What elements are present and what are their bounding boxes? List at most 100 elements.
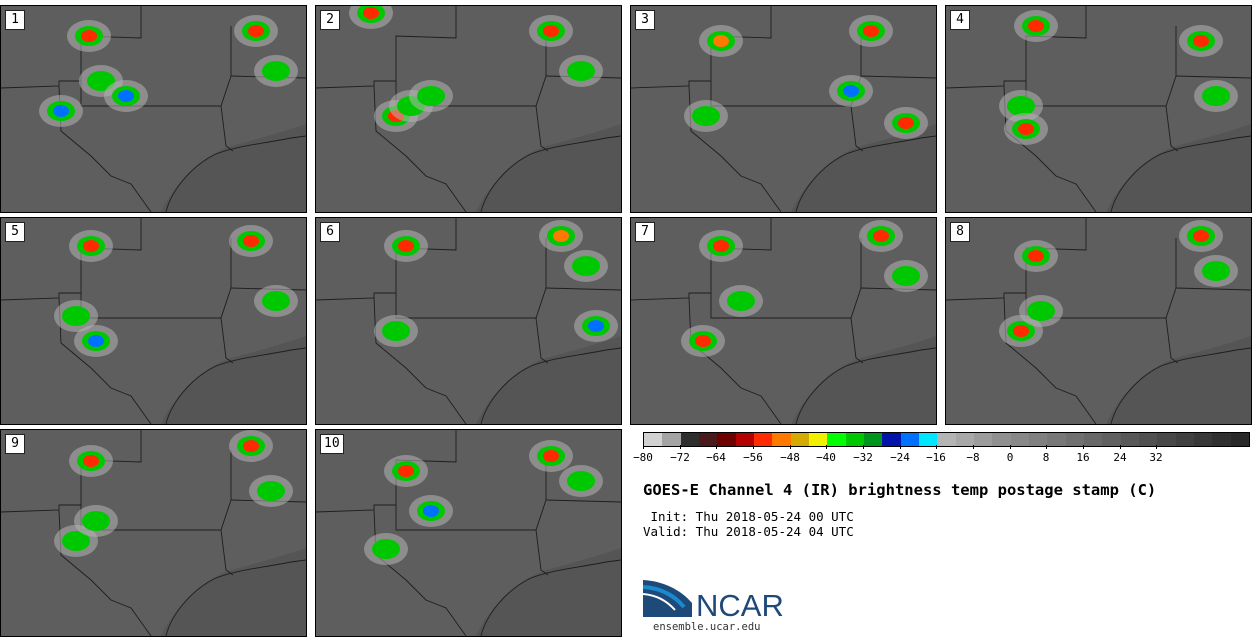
cloud-core xyxy=(1013,100,1029,112)
colorbar-swatch xyxy=(644,433,663,446)
panel-number: 7 xyxy=(635,222,655,242)
map-boundary xyxy=(850,317,864,364)
cloud-core xyxy=(243,235,259,247)
colorbar-tick-label: −56 xyxy=(743,451,763,464)
colorbar-swatch xyxy=(662,433,681,446)
cloud-core xyxy=(53,105,69,117)
cloud-core xyxy=(83,240,99,252)
gulf-of-mexico xyxy=(161,124,306,212)
gulf-of-mexico xyxy=(791,336,936,424)
panel-number: 8 xyxy=(950,222,970,242)
map-boundary xyxy=(373,85,467,212)
colorbar-swatch xyxy=(900,433,919,446)
valid-time: Valid: Thu 2018-05-24 04 UTC xyxy=(643,524,854,539)
colorbar-tick-mark xyxy=(826,445,827,449)
colorbar-tick-label: 24 xyxy=(1113,451,1127,464)
colorbar-tick-mark xyxy=(643,445,644,449)
postage-stamp-panel: 10 xyxy=(315,429,622,637)
cloud-core xyxy=(1013,325,1029,337)
colorbar xyxy=(643,432,1250,447)
cloud-core xyxy=(898,270,914,282)
satellite-map xyxy=(316,6,621,212)
colorbar-tick-label: −48 xyxy=(780,451,800,464)
cloud-core xyxy=(543,25,559,37)
cloud-core xyxy=(1018,123,1034,135)
logo-url: ensemble.ucar.edu xyxy=(653,621,761,633)
cloud-core xyxy=(268,295,284,307)
cloud-core xyxy=(1208,265,1224,277)
colorbar-swatch xyxy=(790,433,809,446)
cloud-core xyxy=(388,325,404,337)
panel-number: 2 xyxy=(320,10,340,30)
postage-stamp-panel: 9 xyxy=(0,429,307,637)
colorbar-tick-label: 32 xyxy=(1149,451,1163,464)
colorbar-swatch xyxy=(1230,433,1249,446)
map-boundary xyxy=(165,559,306,636)
map-boundary xyxy=(1175,75,1251,79)
map-boundary xyxy=(220,317,234,364)
satellite-map xyxy=(1,6,306,212)
map-boundary xyxy=(535,105,549,152)
ncar-logo: NCAR xyxy=(642,580,784,621)
colorbar-tick-mark xyxy=(1156,445,1157,449)
map-boundary xyxy=(545,499,621,503)
colorbar-tick-mark xyxy=(790,445,791,449)
gulf-of-mexico xyxy=(161,336,306,424)
panel-number: 4 xyxy=(950,10,970,30)
map-boundary xyxy=(545,287,621,291)
map-boundary xyxy=(1165,317,1179,364)
colorbar-swatch xyxy=(992,433,1011,446)
cloud-core xyxy=(543,450,559,462)
panel-number: 9 xyxy=(5,434,25,454)
cloud-core xyxy=(118,90,134,102)
satellite-map xyxy=(946,218,1251,424)
postage-stamp-panel: 5 xyxy=(0,217,307,425)
colorbar-tick-label: −32 xyxy=(853,451,873,464)
cloud-core xyxy=(698,110,714,122)
colorbar-swatch xyxy=(827,433,846,446)
cloud-core xyxy=(1208,90,1224,102)
cloud-core xyxy=(713,35,729,47)
colorbar-swatch xyxy=(1102,433,1121,446)
map-boundary xyxy=(795,347,936,424)
colorbar-swatch xyxy=(717,433,736,446)
cloud-core xyxy=(268,65,284,77)
colorbar-tick-mark xyxy=(1010,445,1011,449)
colorbar-swatch xyxy=(845,433,864,446)
plot-title: GOES-E Channel 4 (IR) brightness temp po… xyxy=(643,481,1157,499)
gulf-of-mexico xyxy=(791,124,936,212)
colorbar-swatch xyxy=(1028,433,1048,446)
colorbar-swatch xyxy=(937,433,956,446)
cloud-core xyxy=(573,475,589,487)
colorbar-tick-mark xyxy=(900,445,901,449)
satellite-map xyxy=(946,6,1251,212)
colorbar-swatch xyxy=(680,433,699,446)
colorbar-tick-label: −8 xyxy=(966,451,980,464)
cloud-core xyxy=(68,535,84,547)
cloud-core xyxy=(81,30,97,42)
cloud-core xyxy=(573,65,589,77)
colorbar-swatch xyxy=(955,433,974,446)
cloud-core xyxy=(733,295,749,307)
colorbar-tick-label: −64 xyxy=(706,451,726,464)
satellite-map xyxy=(316,218,621,424)
colorbar-swatch xyxy=(973,433,993,446)
colorbar-swatch xyxy=(735,433,754,446)
map-boundary xyxy=(535,317,549,364)
logo-text: NCAR xyxy=(696,588,784,621)
colorbar-tick-label: −72 xyxy=(670,451,690,464)
cloud-core xyxy=(93,75,109,87)
colorbar-tick-mark xyxy=(1083,445,1084,449)
map-boundary xyxy=(220,105,234,152)
satellite-map xyxy=(316,430,621,636)
colorbar-swatch xyxy=(882,433,901,446)
cloud-core xyxy=(1193,35,1209,47)
cloud-core xyxy=(398,465,414,477)
postage-stamp-panel: 8 xyxy=(945,217,1252,425)
colorbar-tick-mark xyxy=(863,445,864,449)
cloud-core xyxy=(423,90,439,102)
colorbar-swatch xyxy=(772,433,791,446)
cloud-core xyxy=(68,310,84,322)
colorbar-ticks: −80 −72 −64 −56 −48 −40 −32 −24 −16 −8 0 8 16 24 32 xyxy=(633,445,1248,465)
colorbar-swatch xyxy=(1193,433,1213,446)
